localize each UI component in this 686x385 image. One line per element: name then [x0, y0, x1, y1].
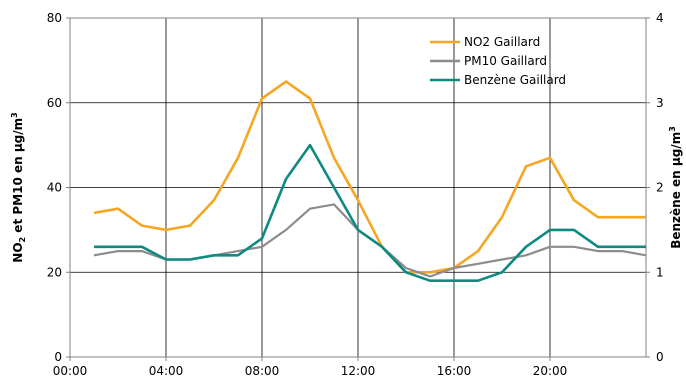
y-tick-label: 60 [47, 96, 62, 110]
legend-item-no2: NO2 Gaillard [430, 35, 540, 49]
y2-tick-label: 0 [656, 350, 664, 364]
x-tick-label: 04:00 [149, 364, 184, 378]
legend-label: NO2 Gaillard [464, 35, 540, 49]
legend-label: PM10 Gaillard [464, 54, 547, 68]
y-tick-label: 80 [47, 11, 62, 25]
y-tick-label: 40 [47, 181, 62, 195]
x-tick-label: 08:00 [245, 364, 280, 378]
y2-axis-ticks: 0 1 2 3 4 [646, 11, 664, 364]
y-axis-ticks: 0 20 40 60 80 [47, 11, 70, 364]
series-pm10-line [93, 203, 647, 278]
x-axis-ticks: 00:00 04:00 08:00 12:00 16:00 20:00 [53, 357, 568, 378]
x-tick-label: 00:00 [53, 364, 88, 378]
y-tick-label: 20 [47, 265, 62, 279]
legend-item-pm10: PM10 Gaillard [430, 54, 547, 68]
y-axis-title: NO2 et PM10 en µg/m3 [10, 112, 27, 262]
y2-tick-label: 4 [656, 11, 664, 25]
legend-item-benzene: Benzène Gaillard [430, 73, 566, 87]
y2-tick-label: 3 [656, 96, 664, 110]
series-benzene-line [94, 143, 646, 283]
y-tick-label: 0 [54, 350, 62, 364]
y2-axis-title: Benzène en µg/m3 [668, 126, 683, 249]
y2-tick-label: 1 [656, 265, 664, 279]
x-tick-label: 16:00 [437, 364, 472, 378]
x-tick-label: 12:00 [341, 364, 376, 378]
legend-label: Benzène Gaillard [464, 73, 566, 87]
series-no2-line [93, 80, 646, 274]
legend: NO2 Gaillard PM10 Gaillard Benzène Gaillar… [430, 35, 566, 87]
grid-lines [69, 17, 646, 358]
series-lines [93, 80, 647, 283]
y2-tick-label: 2 [656, 181, 664, 195]
x-tick-label: 20:00 [533, 364, 568, 378]
